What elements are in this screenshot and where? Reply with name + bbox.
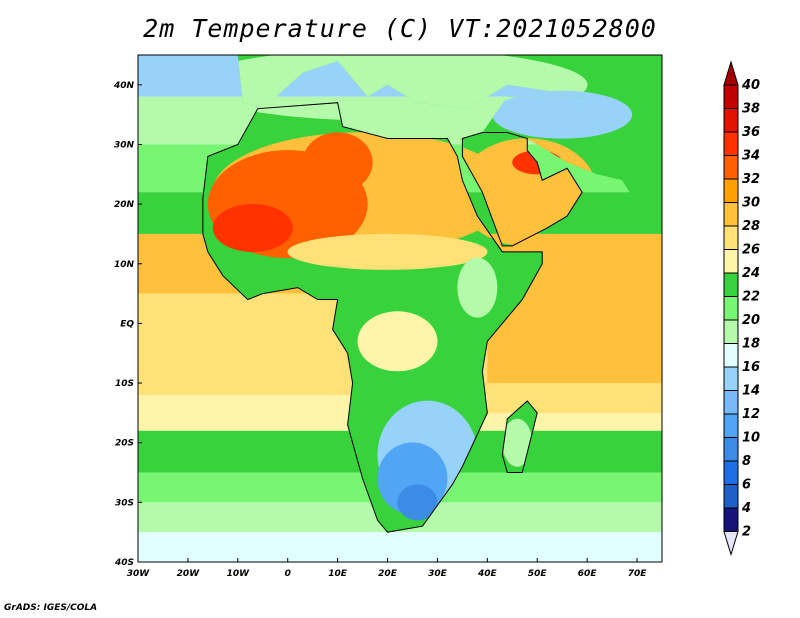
congo-mild <box>357 311 438 372</box>
x-tick-label: 10E <box>328 569 348 579</box>
iran-cool <box>492 90 633 139</box>
map-frame <box>137 54 663 563</box>
y-tick-label: 20N <box>114 200 135 210</box>
coastline <box>202 102 543 533</box>
colorbar-label: 18 <box>742 337 760 352</box>
colorbar-label: 40 <box>741 78 760 93</box>
colorbar-bin <box>723 225 739 250</box>
colorbar-below-arrow <box>723 531 739 557</box>
y-tick-label: 40N <box>113 81 135 91</box>
x-tick-label: 30W <box>127 569 151 579</box>
colorbar-label: 24 <box>742 266 760 281</box>
colorbar-label: 4 <box>741 501 751 516</box>
colorbar-bin <box>723 178 739 203</box>
y-tick-label: 10N <box>114 260 135 270</box>
x-tick-label: 0 <box>285 569 291 579</box>
coastline <box>501 400 538 474</box>
colorbar-label: 36 <box>742 125 760 140</box>
madagascar-mild <box>502 418 533 467</box>
colorbar-bin <box>723 319 739 344</box>
colorbar-bin <box>723 296 739 321</box>
colorbar-bin <box>723 507 739 532</box>
y-tick-label: 10S <box>115 379 134 389</box>
colorbar-bin <box>723 484 739 509</box>
colorbar-bin <box>723 202 739 227</box>
colorbar-bin <box>723 437 739 462</box>
colorbar-label: 26 <box>742 243 760 258</box>
colorbar-bin <box>723 413 739 438</box>
east-highlands <box>457 257 498 318</box>
x-tick-label: 30E <box>428 569 448 579</box>
colorbar-label: 20 <box>742 313 760 328</box>
colorbar-bin <box>723 366 739 391</box>
colorbar-bin <box>723 108 739 133</box>
colorbar-bin <box>723 84 739 109</box>
colorbar-bin <box>723 272 739 297</box>
colorbar-label: 8 <box>742 454 751 469</box>
colorbar-label: 30 <box>742 196 760 211</box>
sahel-warm <box>287 233 488 270</box>
footer-credit: GrADS: IGES/COLA <box>4 603 98 613</box>
west-sahel-hot <box>212 203 293 252</box>
x-tick-label: 60E <box>578 569 598 579</box>
x-tick-label: 70E <box>628 569 648 579</box>
x-tick-label: 50E <box>528 569 548 579</box>
plot-title: 2m Temperature (C) VT:2021052800 <box>143 14 657 43</box>
x-tick-label: 20W <box>177 569 201 579</box>
south-africa-colder <box>397 484 438 521</box>
colorbar-label: 12 <box>742 407 760 422</box>
colorbar-bin <box>723 249 739 274</box>
colorbar-bin <box>723 343 739 368</box>
colorbar-bin <box>723 390 739 415</box>
y-tick-label: EQ <box>120 319 134 329</box>
y-tick-label: 30N <box>114 140 135 150</box>
y-tick-label: 40S <box>114 558 134 568</box>
colorbar-above-arrow <box>723 60 739 86</box>
y-tick-label: 20S <box>115 439 134 449</box>
indian-ocean-mild <box>487 383 662 413</box>
colorbar-label: 16 <box>742 360 760 375</box>
x-tick-label: 10W <box>227 569 251 579</box>
colorbar-label: 22 <box>742 290 760 305</box>
colorbar-label: 6 <box>742 478 751 493</box>
x-tick-label: 20E <box>378 569 398 579</box>
colorbar-label: 34 <box>742 149 760 164</box>
colorbar-bin <box>723 155 739 180</box>
y-tick-label: 30S <box>115 498 134 508</box>
colorbar-label: 32 <box>742 172 760 187</box>
colorbar-label: 14 <box>742 384 760 399</box>
colorbar-label: 28 <box>742 219 760 234</box>
colorbar-label: 10 <box>742 431 760 446</box>
colorbar-label: 2 <box>742 525 751 540</box>
coastline <box>461 132 583 247</box>
colorbar-label: 38 <box>742 102 760 117</box>
colorbar-bin <box>723 131 739 156</box>
sahara-hot <box>302 132 373 193</box>
x-tick-label: 40E <box>477 569 498 579</box>
colorbar-bin <box>723 460 739 485</box>
ocean-band <box>138 532 662 562</box>
